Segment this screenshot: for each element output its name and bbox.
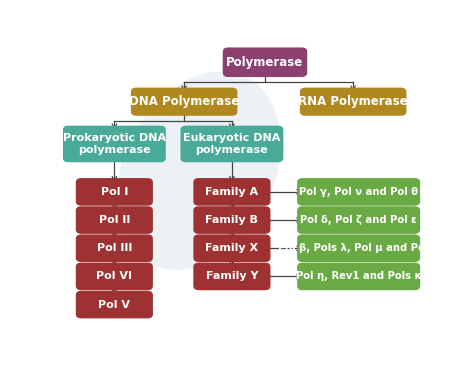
Text: DNA Polymerase: DNA Polymerase	[129, 95, 239, 108]
FancyBboxPatch shape	[297, 235, 420, 262]
FancyBboxPatch shape	[193, 206, 271, 234]
Text: Pol III: Pol III	[97, 243, 132, 253]
Text: Family A: Family A	[205, 187, 258, 197]
FancyBboxPatch shape	[63, 126, 166, 162]
Ellipse shape	[117, 71, 281, 270]
FancyBboxPatch shape	[76, 263, 153, 290]
Text: Pol η, Rev1 and Pols κ: Pol η, Rev1 and Pols κ	[296, 272, 421, 281]
FancyBboxPatch shape	[300, 87, 406, 116]
FancyBboxPatch shape	[76, 291, 153, 318]
Text: Pol δ, Pol ζ and Pol ε: Pol δ, Pol ζ and Pol ε	[301, 215, 417, 225]
Text: Eukaryotic DNA
polymerase: Eukaryotic DNA polymerase	[183, 133, 281, 155]
FancyBboxPatch shape	[193, 178, 271, 206]
FancyBboxPatch shape	[76, 206, 153, 234]
FancyBboxPatch shape	[181, 126, 283, 162]
Text: Pol VI: Pol VI	[96, 272, 132, 281]
FancyBboxPatch shape	[297, 263, 420, 290]
Text: Family Y: Family Y	[206, 272, 258, 281]
FancyBboxPatch shape	[193, 235, 271, 262]
Text: RNA Polymerase: RNA Polymerase	[298, 95, 408, 108]
FancyBboxPatch shape	[297, 178, 420, 206]
FancyBboxPatch shape	[131, 87, 237, 116]
FancyBboxPatch shape	[223, 48, 307, 77]
Text: Pol γ, Pol ν and Pol θ: Pol γ, Pol ν and Pol θ	[299, 187, 418, 197]
Text: Pol V: Pol V	[98, 300, 130, 310]
Text: Family B: Family B	[205, 215, 258, 225]
Text: Pol II: Pol II	[99, 215, 130, 225]
Text: Pol β, Pols λ, Pol μ and Pol σ: Pol β, Pols λ, Pol μ and Pol σ	[278, 243, 439, 253]
Text: Pol I: Pol I	[100, 187, 128, 197]
Text: Prokaryotic DNA
polymerase: Prokaryotic DNA polymerase	[63, 133, 166, 155]
FancyBboxPatch shape	[297, 206, 420, 234]
FancyBboxPatch shape	[193, 263, 271, 290]
FancyBboxPatch shape	[76, 178, 153, 206]
FancyBboxPatch shape	[76, 235, 153, 262]
Text: Polymerase: Polymerase	[227, 56, 303, 69]
Text: Family X: Family X	[205, 243, 258, 253]
